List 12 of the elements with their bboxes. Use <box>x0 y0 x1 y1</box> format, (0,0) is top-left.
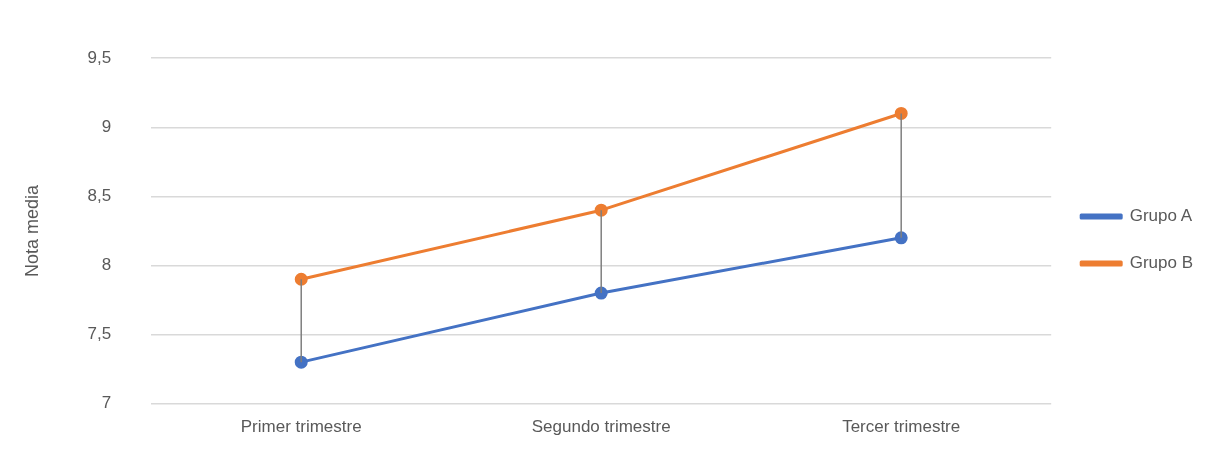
x-tick-label: Tercer trimestre <box>842 417 961 437</box>
y-tick-label: 8,5 <box>87 186 112 206</box>
y-tick-label: 8 <box>101 255 112 275</box>
y-tick-label: 9,5 <box>87 47 112 67</box>
y-tick-label: 7 <box>101 393 112 413</box>
x-tick-label: Segundo trimestre <box>531 417 671 437</box>
y-tick-label: 7,5 <box>87 324 112 344</box>
y-axis-title: Nota media <box>21 183 42 277</box>
y-tick-label: 9 <box>101 116 112 136</box>
legend-label: Grupo B <box>1129 253 1193 273</box>
legend-label: Grupo A <box>1129 206 1193 226</box>
x-tick-label: Primer trimestre <box>240 417 362 437</box>
